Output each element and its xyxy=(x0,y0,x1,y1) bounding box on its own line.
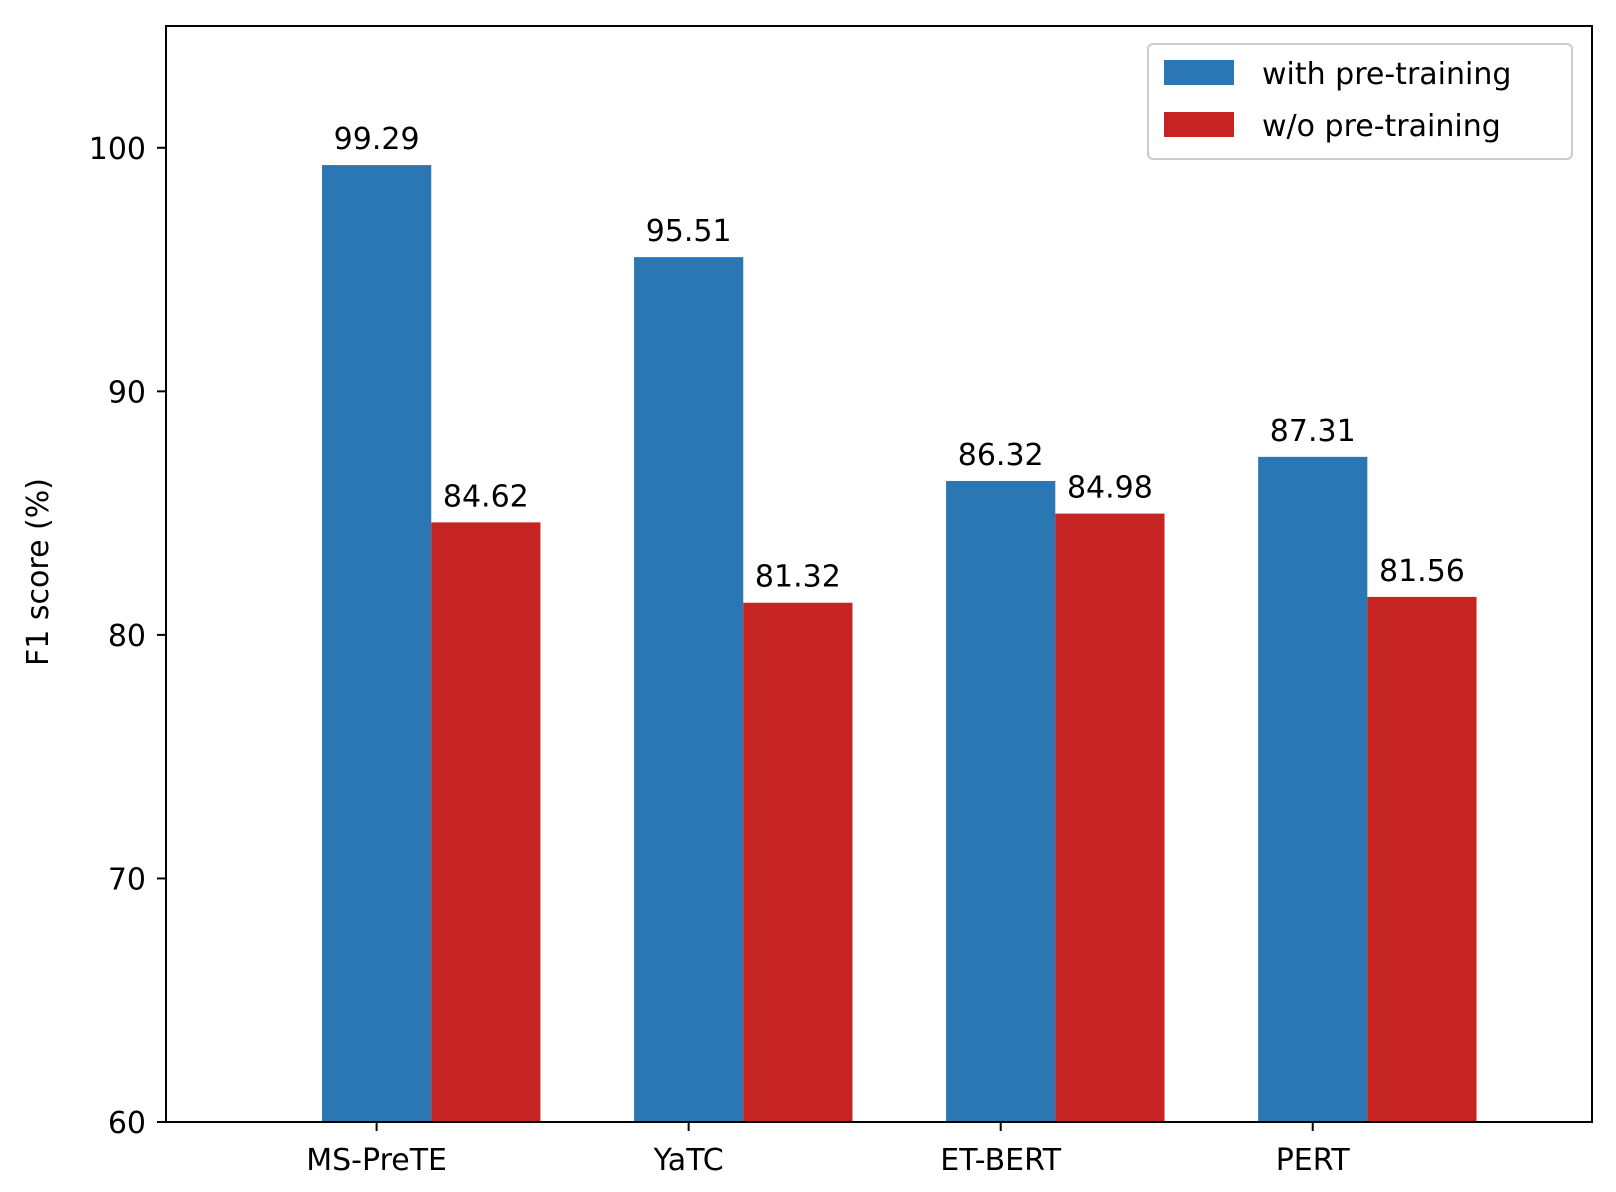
y-tick-label: 60 xyxy=(108,1106,146,1141)
x-tick-label: YaTC xyxy=(653,1143,724,1178)
bar-ms-prete-series-2 xyxy=(431,522,541,1122)
legend-label-w-o-pre-training: w/o pre-training xyxy=(1262,109,1501,144)
data-label-et-bert-series-2: 84.98 xyxy=(1067,471,1153,506)
bar-et-bert-series-2 xyxy=(1055,513,1165,1122)
legend: with pre-training w/o pre-training xyxy=(1147,43,1573,160)
y-axis-label: F1 score (%) xyxy=(21,478,56,666)
x-tick-label: PERT xyxy=(1276,1143,1351,1178)
bar-yatc-series-1 xyxy=(634,257,744,1122)
data-label-pert-series-1: 87.31 xyxy=(1270,414,1356,449)
data-labels-layer: 99.29 95.51 86.32 87.31 84.62 81.32 84.98 81.56 xyxy=(334,122,1465,595)
y-tick-label: 70 xyxy=(108,862,146,897)
axes-layer: 60 70 80 90 100 MS-PreTE YaTC ET-BERT PERT xyxy=(89,25,1593,1178)
bar-et-bert-series-1 xyxy=(946,480,1056,1122)
data-label-ms-prete-series-1: 99.29 xyxy=(334,122,420,157)
legend-swatch-w-o-pre-training xyxy=(1164,112,1234,137)
y-tick-label: 100 xyxy=(89,132,146,167)
data-label-pert-series-2: 81.56 xyxy=(1379,554,1465,589)
y-tick-label: 90 xyxy=(108,375,146,410)
bars-layer xyxy=(322,165,1477,1123)
data-label-yatc-series-2: 81.32 xyxy=(755,560,841,595)
bar-yatc-series-2 xyxy=(743,602,853,1122)
data-label-et-bert-series-1: 86.32 xyxy=(958,438,1044,473)
x-tick-label: ET-BERT xyxy=(940,1143,1061,1178)
legend-label-with-pre-training: with pre-training xyxy=(1262,57,1511,92)
bar-pert-series-1 xyxy=(1258,456,1368,1122)
data-label-ms-prete-series-2: 84.62 xyxy=(443,479,529,514)
legend-frame xyxy=(1147,43,1573,160)
x-tick-label: MS-PreTE xyxy=(306,1143,447,1178)
bar-pert-series-2 xyxy=(1367,596,1477,1122)
y-tick-label: 80 xyxy=(108,619,146,654)
legend-swatch-with-pre-training xyxy=(1164,60,1234,85)
data-label-yatc-series-1: 95.51 xyxy=(646,214,732,249)
plot-frame xyxy=(165,25,1593,1123)
bar-ms-prete-series-1 xyxy=(322,165,432,1123)
